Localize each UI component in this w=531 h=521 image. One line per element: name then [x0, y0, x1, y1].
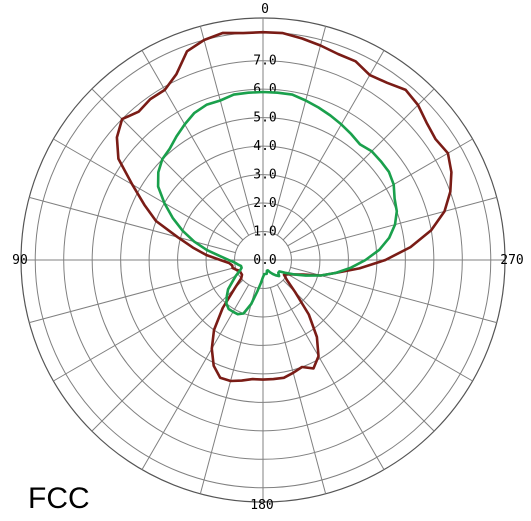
grid-spoke — [141, 50, 250, 236]
radial-tick-label: 1.0 — [253, 225, 276, 240]
radial-tick-label: 0.0 — [253, 253, 276, 268]
grid-spoke — [269, 287, 327, 494]
angle-label-180: 180 — [250, 498, 273, 513]
radial-tick-label: 5.0 — [253, 111, 276, 126]
series-lines — [115, 30, 453, 383]
radial-tick-label: 4.0 — [253, 139, 276, 154]
chart-caption: FCC — [28, 482, 90, 515]
angle-label-90: 90 — [12, 253, 28, 268]
radial-tick-label: 3.0 — [253, 168, 276, 183]
series-line-outer — [115, 30, 453, 383]
radial-tick-label: 6.0 — [253, 82, 276, 97]
radial-tick-label: 7.0 — [253, 54, 276, 69]
grid-spoke — [290, 266, 497, 324]
angle-label-0: 0 — [261, 2, 269, 17]
grid-spoke — [91, 88, 244, 241]
grid-spoke — [91, 279, 244, 432]
grid-spoke — [276, 50, 385, 236]
grid-spoke — [29, 266, 236, 324]
radial-tick-labels: 0.0 1.0 2.0 3.0 4.0 5.0 6.0 7.0 — [253, 54, 276, 268]
grid-spoke — [276, 284, 385, 470]
grid-spoke — [287, 138, 473, 247]
grid-spoke — [282, 279, 435, 432]
grid-spoke — [53, 138, 239, 247]
grid-spoke — [53, 273, 239, 382]
series-line-inner — [156, 90, 399, 316]
grid-spoke — [282, 88, 435, 241]
grid-spoke — [287, 273, 473, 382]
grid-spoke — [269, 26, 327, 233]
angle-label-270: 270 — [500, 253, 523, 268]
angle-labels: 0 90 180 270 — [12, 2, 524, 513]
grid-spoke — [199, 287, 257, 494]
grid-spoke — [141, 284, 250, 470]
grid-spoke — [199, 26, 257, 233]
grid-spoke — [29, 196, 236, 254]
radial-tick-label: 2.0 — [253, 196, 276, 211]
